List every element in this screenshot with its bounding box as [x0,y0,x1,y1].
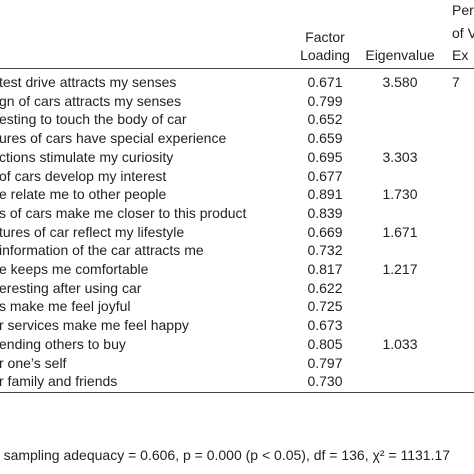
item: r family and friends [0,373,118,390]
factor-loading: 0.669 [307,223,343,240]
item: eresting after using car [0,279,142,296]
item: ures of cars have special experience [0,130,227,147]
bottom-rule [0,392,474,393]
item: e keeps me comfortable [0,261,149,277]
item: gn of cars attracts my senses [0,92,182,109]
item: ctions stimulate my curiosity [0,148,174,165]
item: r one’s self [0,354,67,371]
header-rule [0,68,474,69]
column-header: Per [452,2,474,18]
factor-loading: 0.799 [307,92,343,109]
column-header: Factor [305,29,345,45]
item: ending others to buy [0,335,126,352]
item: r services make me feel happy [0,317,189,334]
eigenvalue: 3.303 [382,148,418,165]
item: tures of car reflect my lifestyle [0,223,185,240]
factor-loading: 0.891 [307,186,343,203]
factor-loading: 0.671 [307,74,343,90]
factor-loading: 0.652 [307,111,343,128]
eigenvalue: 3.580 [382,74,418,90]
factor-loading: 0.732 [307,242,343,259]
item: s make me feel joyful [0,298,131,315]
column-header: Loading [300,47,350,63]
factor-loading: 0.677 [307,167,343,184]
eigenvalue: 1.033 [382,335,418,352]
item: s of cars make me closer to this product [0,204,247,221]
percent-variance: 7 [452,74,460,90]
footnote: of sampling adequacy = 0.606, p = 0.000 … [0,447,451,463]
column-header: Ex [452,47,469,63]
eigenvalue: 1.730 [382,186,418,203]
item: e relate me to other people [0,186,167,203]
factor-loading: 0.659 [307,130,343,147]
factor-loading: 0.725 [307,298,343,315]
eigenvalue: 1.671 [382,223,418,240]
factor-loading: 0.805 [307,335,343,352]
item: information of the car attracts me [0,242,204,259]
factor-loading: 0.817 [307,261,343,277]
factor-loading: 0.730 [307,373,343,390]
factor-loading: 0.839 [307,204,343,221]
eigenvalue: 1.217 [382,261,418,277]
factor-loading: 0.695 [307,148,343,165]
factor-loading: 0.673 [307,317,343,334]
factor-loading: 0.622 [307,279,343,296]
item: test drive attracts my senses [0,74,177,90]
column-header: of V [452,24,474,41]
item: of cars develop my interest [0,167,167,184]
item: esting to touch the body of car [0,111,187,128]
column-header: Eigenvalue [365,47,435,63]
factor-loading: 0.797 [307,354,343,371]
